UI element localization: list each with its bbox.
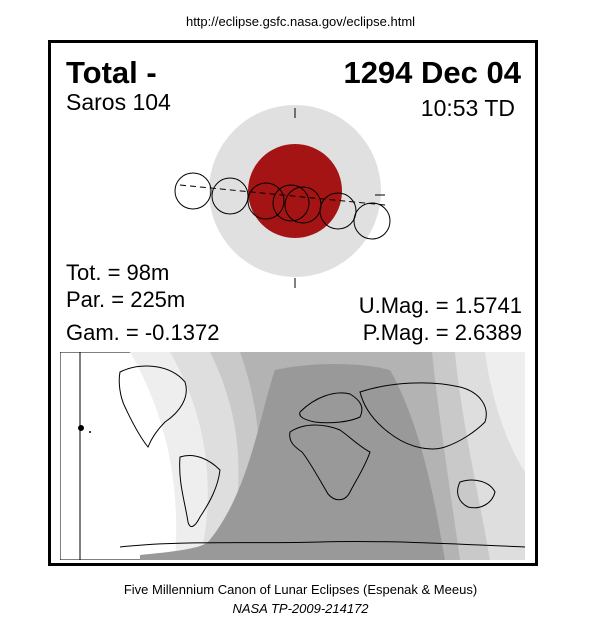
moon-u2 — [247, 182, 285, 220]
eclipse-type: Total - — [66, 55, 157, 90]
shadow-diagram — [174, 105, 391, 288]
continent-outlines — [118, 365, 525, 548]
moon-p4 — [353, 202, 391, 240]
subpoint-dot — [89, 431, 91, 433]
saros-number: Saros 104 — [66, 89, 171, 115]
canon-citation: Five Millennium Canon of Lunar Eclipses … — [123, 582, 478, 597]
partial-duration: Par. = 225m — [66, 287, 186, 312]
eclipse-time: 10:53 TD — [420, 95, 515, 121]
penumbral-magnitude: P.Mag. = 2.6389 — [362, 320, 522, 345]
moon-p1 — [174, 172, 212, 210]
umbral-magnitude: U.Mag. = 1.5741 — [358, 293, 522, 318]
moon-u1 — [211, 177, 249, 215]
moon-positions — [174, 172, 391, 240]
umbra-shadow — [248, 144, 342, 238]
totality-duration: Tot. = 98m — [66, 260, 170, 285]
gamma-value: Gam. = -0.1372 — [66, 320, 220, 345]
visibility-map — [60, 352, 525, 560]
moon-u4 — [319, 192, 357, 230]
moon-subpoint-marker — [78, 425, 84, 431]
north-america-outline — [118, 365, 187, 448]
moon-max — [272, 184, 310, 222]
europe-outline — [299, 392, 363, 424]
australia-outline — [457, 479, 496, 509]
source-url: http://eclipse.gsfc.nasa.gov/eclipse.htm… — [185, 14, 416, 29]
night-side — [140, 364, 445, 560]
asia-outline — [359, 382, 487, 450]
africa-outline — [289, 424, 371, 501]
antarctica-outline — [119, 540, 525, 548]
nasa-publication: NASA TP-2009-214172 — [232, 601, 369, 616]
eclipse-panel — [48, 40, 538, 566]
south-america-outline — [179, 455, 221, 528]
eclipse-date: 1294 Dec 04 — [343, 55, 521, 90]
